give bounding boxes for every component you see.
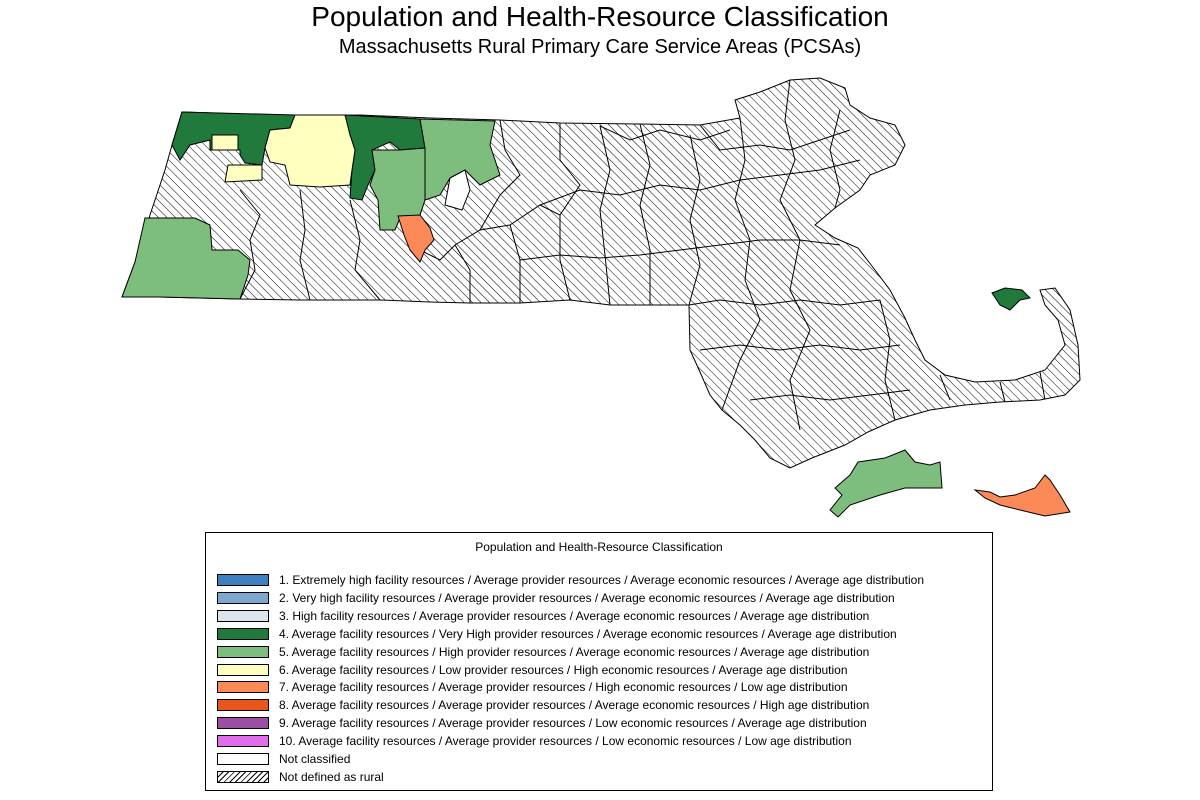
legend-label: 1. Extremely high facility resources / A… <box>279 573 924 587</box>
map-region-unclassified <box>444 169 471 211</box>
map-legend: Population and Health-Resource Classific… <box>205 532 993 791</box>
legend-label: 3. High facility resources / Average pro… <box>279 608 870 623</box>
map-region-berkshire-small-1 <box>211 134 239 151</box>
legend-swatch <box>217 609 269 622</box>
legend-label: 9. Average facility resources / Average … <box>279 716 867 731</box>
map-region-berkshire-small-2 <box>224 164 263 183</box>
map-region-western-franklin <box>264 114 356 188</box>
map-region-nantucket <box>973 474 1071 517</box>
legend-swatch <box>217 663 269 676</box>
legend-item: Not defined as rural <box>217 770 384 784</box>
legend-label: 4. Average facility resources / Very Hig… <box>279 626 897 641</box>
map-region-marthas-vineyard <box>829 449 943 518</box>
pcsa-boundaries <box>239 79 1046 431</box>
legend-label: 8. Average facility resources / Average … <box>279 698 870 713</box>
legend-label: 6. Average facility resources / Low prov… <box>279 662 848 677</box>
legend-swatch <box>217 735 269 748</box>
legend-title: Population and Health-Resource Classific… <box>475 540 723 554</box>
legend-swatch <box>217 699 269 712</box>
legend-item: 6. Average facility resources / Low prov… <box>217 663 848 677</box>
legend-item: 10. Average facility resources / Average… <box>217 734 852 748</box>
legend-item: 8. Average facility resources / Average … <box>217 698 869 712</box>
map-region-provincetown <box>991 287 1032 311</box>
legend-swatch-hatched <box>217 770 269 783</box>
legend-label: 5. Average facility resources / High pro… <box>279 644 870 659</box>
legend-label: Not defined as rural <box>279 769 384 784</box>
map-region-amherst-area <box>397 214 435 263</box>
legend-item: 9. Average facility resources / Average … <box>217 716 867 730</box>
legend-item: 1. Extremely high facility resources / A… <box>217 573 924 587</box>
legend-label: 7. Average facility resources / Average … <box>279 680 848 695</box>
legend-label: 2. Very high facility resources / Averag… <box>279 590 895 605</box>
legend-swatch <box>217 591 269 604</box>
page-title: Population and Health-Resource Classific… <box>311 1 889 32</box>
massachusetts-pcsa-map <box>121 77 1081 518</box>
legend-item: 5. Average facility resources / High pro… <box>217 645 869 659</box>
legend-item: Not classified <box>217 752 350 766</box>
legend-item: 4. Average facility resources / Very Hig… <box>217 627 897 641</box>
legend-swatch <box>217 627 269 640</box>
legend-label: 10. Average facility resources / Average… <box>279 734 852 749</box>
page-subtitle: Massachusetts Rural Primary Care Service… <box>338 36 862 58</box>
legend-item: 7. Average facility resources / Average … <box>217 680 848 694</box>
legend-label: Not classified <box>279 752 351 766</box>
map-region-southern-berkshire <box>121 217 251 300</box>
legend-swatch <box>217 574 269 586</box>
legend-swatch <box>217 717 269 730</box>
legend-item: 3. High facility resources / Average pro… <box>217 609 869 623</box>
legend-swatch <box>217 753 269 765</box>
legend-item: 2. Very high facility resources / Averag… <box>217 591 895 605</box>
legend-swatch <box>217 681 269 694</box>
legend-swatch <box>217 645 269 658</box>
